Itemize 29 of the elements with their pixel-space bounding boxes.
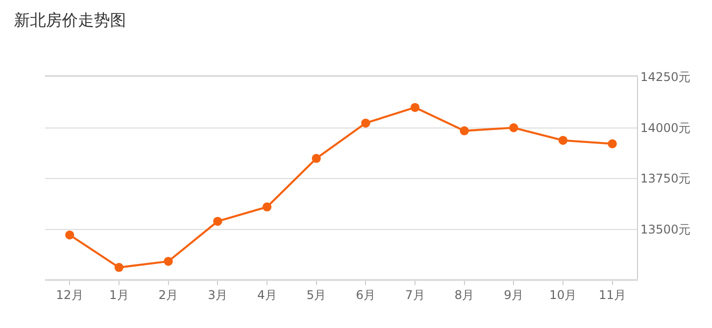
- x-tick-label: 11月: [598, 288, 626, 302]
- y-tick-label: 14250元: [640, 70, 691, 84]
- x-tick-label: 1月: [109, 288, 129, 302]
- point: [213, 216, 222, 226]
- x-tick-label: 6月: [356, 288, 376, 302]
- point: [558, 136, 568, 145]
- x-tick-label: 8月: [454, 288, 474, 302]
- point: [410, 102, 420, 112]
- x-tick-label: 3月: [208, 288, 228, 302]
- point: [164, 256, 173, 266]
- point: [114, 262, 124, 272]
- point: [65, 230, 74, 240]
- x-tick-label: 7月: [405, 288, 425, 302]
- x-tick-label: 12月: [56, 288, 84, 302]
- point: [361, 118, 370, 128]
- x-tick-label: 4月: [257, 288, 277, 302]
- point: [312, 154, 321, 163]
- y-tick-label: 14000元: [640, 120, 691, 135]
- x-tick-label: 2月: [158, 288, 178, 302]
- y-tick-label: 13750元: [640, 172, 691, 186]
- point: [460, 126, 469, 136]
- point: [608, 139, 617, 148]
- y-tick-label: 13500元: [640, 222, 691, 236]
- chart-title: 新北房价走势图: [14, 10, 126, 30]
- x-tick-label: 10月: [549, 288, 577, 302]
- point: [262, 202, 272, 212]
- x-tick-label: 5月: [306, 288, 326, 302]
- x-tick-label: 9月: [504, 288, 524, 302]
- point: [509, 123, 518, 132]
